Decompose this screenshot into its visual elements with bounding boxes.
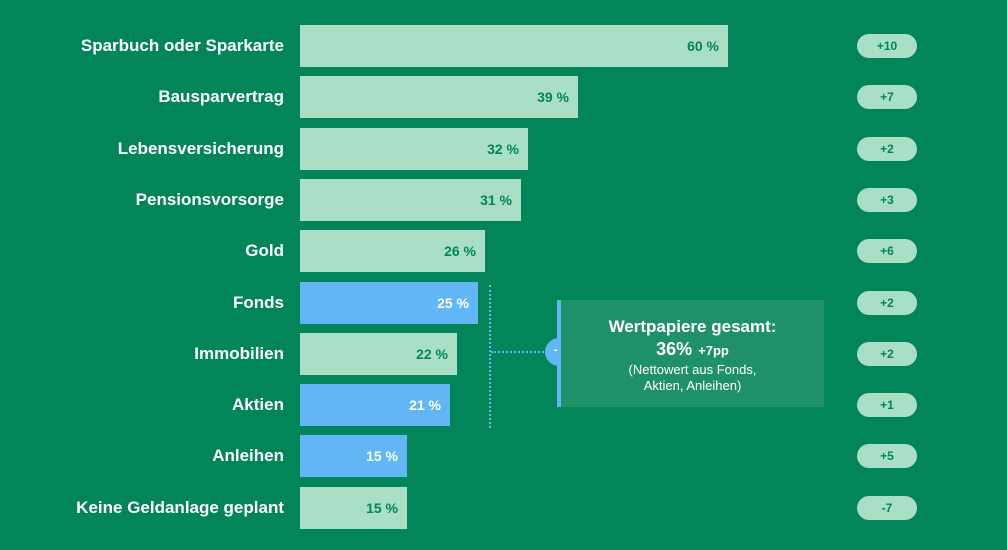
category-label: Keine Geldanlage geplant [76,498,284,517]
change-badge: +3 [857,188,917,212]
category-label: Bausparvertrag [158,87,284,106]
bar: 31 % [300,179,521,221]
change-badge: +5 [857,444,917,468]
category-label: Sparbuch oder Sparkarte [80,36,284,55]
bar: 22 % [300,333,457,375]
bar-value-label: 22 % [416,346,448,362]
callout-delta: +7pp [698,343,729,358]
securities-bracket [489,285,491,428]
callout-note-line-2: Aktien, Anleihen) [643,378,742,393]
category-label: Lebensversicherung [117,139,284,158]
change-badge: -7 [857,496,917,520]
bar: 26 % [300,230,485,272]
bar-value-label: 15 % [366,448,398,464]
category-label: Immobilien [194,344,284,363]
category-label: Aktien [232,395,284,414]
bar-value-label: 60 % [687,38,719,54]
securities-total-callout: Wertpapiere gesamt: 36% +7pp (Nettowert a… [557,300,824,407]
change-badge: +2 [857,137,917,161]
securities-connector [491,351,547,353]
bar-value-label: 26 % [444,243,476,259]
bar-value-label: 31 % [480,192,512,208]
callout-value: 36% [656,339,693,359]
callout-value-line: 36% +7pp [561,338,824,362]
callout-title: Wertpapiere gesamt: [608,317,777,336]
category-label: Pensionsvorsorge [135,190,284,209]
bar: 15 % [300,487,407,529]
change-badge: +7 [857,85,917,109]
change-badge: +6 [857,239,917,263]
bar: 39 % [300,76,578,118]
change-badge: +2 [857,291,917,315]
category-label: Gold [245,241,284,260]
category-label: Anleihen [212,446,284,465]
bar: 32 % [300,128,528,170]
change-badge: +10 [857,34,917,58]
bar: 21 % [300,384,450,426]
bar: 15 % [300,435,407,477]
change-badge: +2 [857,342,917,366]
callout-note-line-1: (Nettowert aus Fonds, [628,362,757,377]
bar-value-label: 15 % [366,500,398,516]
bar: 60 % [300,25,728,67]
bar-value-label: 25 % [437,295,469,311]
bar-value-label: 32 % [487,141,519,157]
change-badge: +1 [857,393,917,417]
category-label: Fonds [233,293,284,312]
bar-value-label: 21 % [409,397,441,413]
bar-value-label: 39 % [537,89,569,105]
bar: 25 % [300,282,478,324]
